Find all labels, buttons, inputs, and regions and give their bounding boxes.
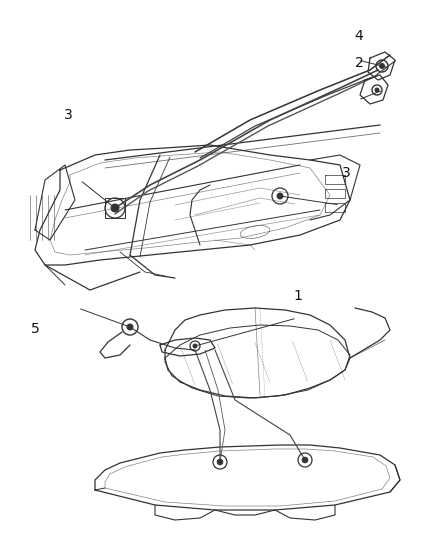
- Text: 3: 3: [342, 166, 350, 180]
- Circle shape: [277, 193, 283, 199]
- Circle shape: [375, 88, 379, 92]
- Circle shape: [217, 459, 223, 465]
- Circle shape: [379, 63, 385, 69]
- Circle shape: [127, 324, 133, 330]
- Circle shape: [111, 204, 119, 212]
- Text: 4: 4: [355, 29, 364, 43]
- Text: 2: 2: [355, 56, 364, 70]
- Text: 1: 1: [293, 289, 302, 303]
- Circle shape: [193, 344, 197, 348]
- Text: 3: 3: [64, 108, 72, 122]
- Circle shape: [302, 457, 308, 463]
- Text: 5: 5: [31, 322, 39, 336]
